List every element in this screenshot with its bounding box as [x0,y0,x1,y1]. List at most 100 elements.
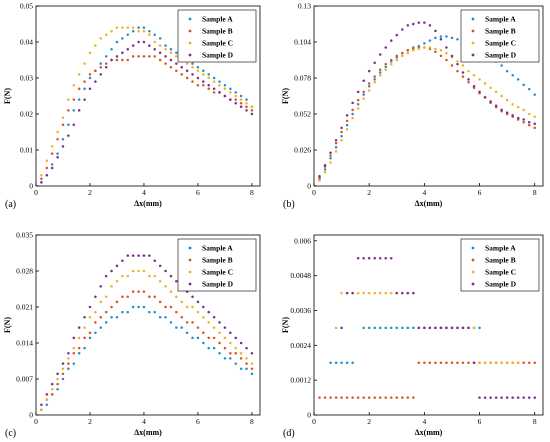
data-point [367,89,371,92]
data-point [223,357,227,360]
data-point [378,68,382,71]
y-tick-label: 0.078 [294,74,311,83]
data-point [500,361,503,364]
data-point [212,336,216,340]
data-point [40,403,43,406]
legend-entry: Sample D [485,280,517,289]
data-point [395,291,399,295]
y-tick-label: 0 [29,411,33,420]
y-tick-label: 0 [307,411,311,420]
data-point [373,256,376,260]
data-point [245,367,248,370]
legend: Sample A Sample B Sample C Sample D [460,238,540,292]
data-point [212,80,216,83]
data-point [40,177,43,181]
data-point [439,361,443,364]
data-point [356,103,360,106]
data-point [340,396,343,399]
data-point [223,94,227,98]
data-point [142,290,146,293]
data-point [158,300,162,304]
y-tick-label: 0.05 [20,2,33,11]
legend-entry: Sample D [485,51,517,60]
legend-marker [188,270,192,274]
data-point [148,254,151,257]
data-point [527,112,531,116]
chart-panel-1: 0 2 4 6 8 0 0.01 0.02 0.03 0.04 0.05 Δx(mm) F(N) (a) S… [3,2,261,210]
data-point [417,361,421,364]
x-tick-label: 2 [367,188,371,197]
data-point [334,326,338,330]
y-tick-label: 0 [29,182,33,191]
plot-frame [35,234,261,416]
data-point [223,87,227,91]
data-point [505,361,509,364]
data-point [153,295,156,298]
y-axis-label: F(N) [281,88,290,104]
data-point [356,256,360,260]
data-point [423,21,426,24]
data-point [61,137,65,141]
series-1 [329,326,481,364]
data-point [158,280,162,283]
data-point [467,69,470,73]
data-point [250,352,254,355]
data-point [378,291,382,295]
data-point [483,96,487,99]
data-point [207,73,210,76]
data-point [450,361,454,364]
data-point [104,65,108,69]
data-point [401,396,404,399]
legend-marker [188,282,192,286]
data-point [428,39,432,42]
data-point [362,256,365,260]
data-point [126,310,130,314]
data-point [196,336,200,340]
data-point [323,163,327,167]
data-point [345,396,349,399]
data-point [169,305,173,309]
plot-frame [35,5,261,187]
data-point [142,55,146,58]
data-point [250,105,254,109]
data-point [390,326,393,330]
data-point [169,65,173,69]
x-tick-label: 6 [196,188,200,197]
data-point [445,35,448,38]
data-point [50,152,54,155]
data-point [137,55,140,58]
data-point [212,87,216,91]
data-point [406,326,410,330]
data-point [412,291,415,295]
data-point [522,361,525,364]
data-point [340,126,343,130]
data-point [99,37,103,40]
data-point [390,291,393,295]
data-point [153,55,156,58]
data-point [72,362,76,365]
data-point [169,321,173,324]
data-point [142,26,146,29]
data-point [478,78,481,81]
data-point [467,361,470,364]
data-point [478,396,481,399]
data-point [384,326,387,330]
data-point [318,175,321,178]
data-point [202,69,205,73]
data-point [218,80,221,83]
data-point [99,300,103,304]
data-point [77,336,81,340]
x-tick-label: 6 [478,188,482,197]
data-point [191,321,194,324]
data-point [115,300,119,304]
data-point [351,101,354,105]
data-point [472,85,476,88]
series-2 [40,290,254,412]
data-point [169,47,173,51]
data-point [196,326,200,329]
data-point [522,108,525,112]
data-point [121,310,124,314]
data-point [384,68,387,71]
data-point [196,300,200,304]
data-point [250,372,254,376]
